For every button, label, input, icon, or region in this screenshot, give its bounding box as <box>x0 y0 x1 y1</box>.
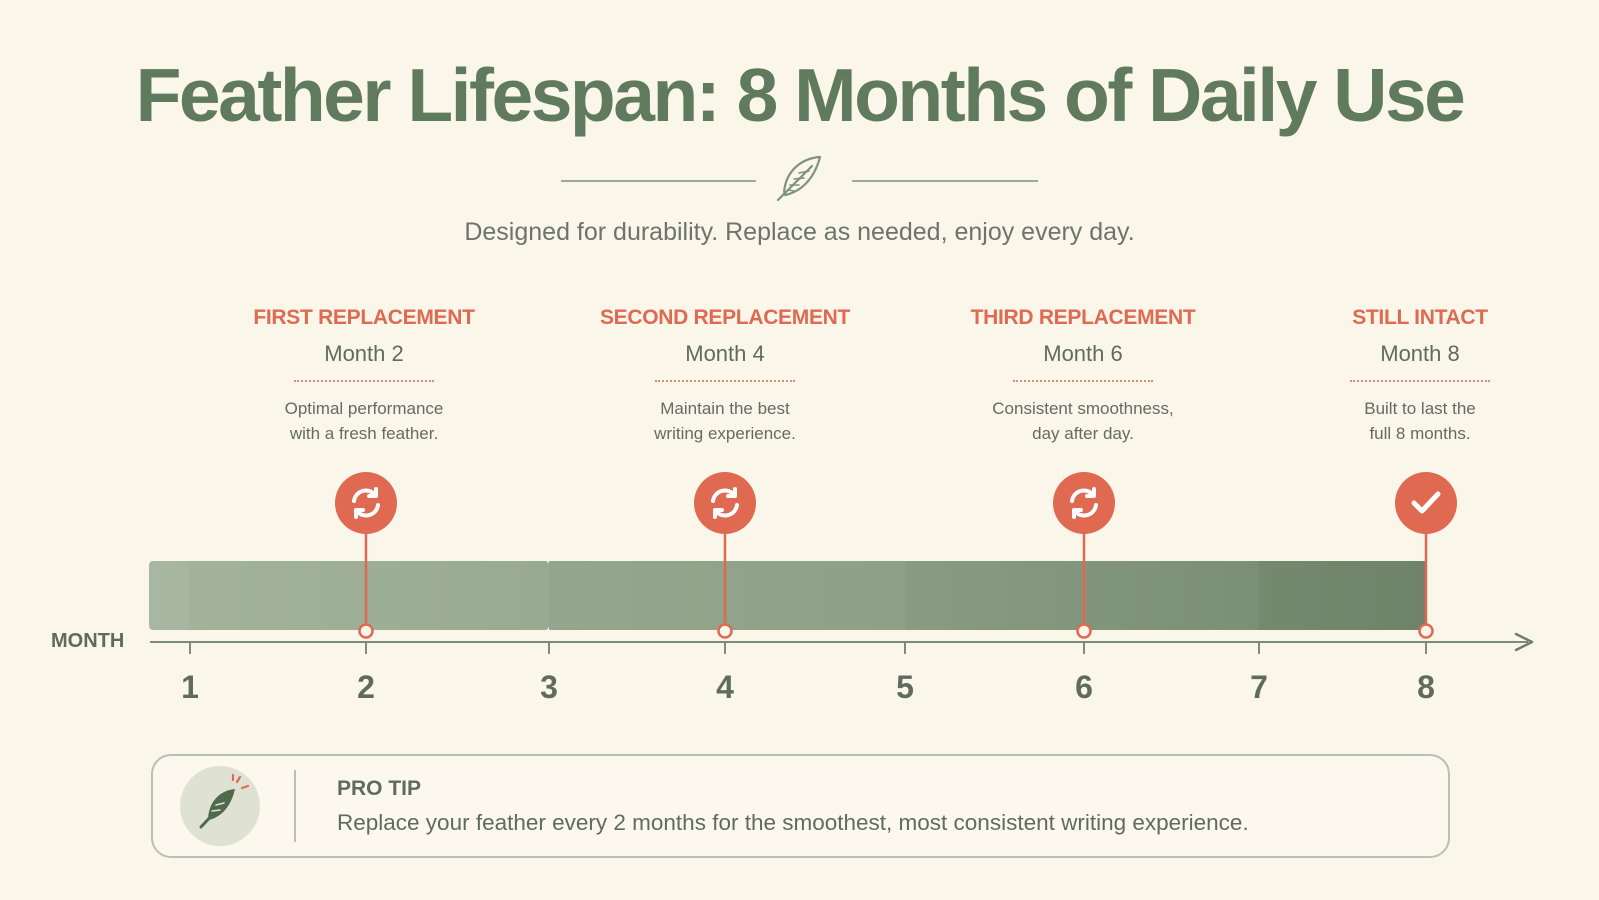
milestone-third: THIRD REPLACEMENT Month 6 Consistent smo… <box>953 304 1213 446</box>
feather-icon <box>180 766 260 846</box>
tip-text: Replace your feather every 2 months for … <box>337 810 1249 835</box>
milestone-fourth: STILL INTACT Month 8 Built to last the f… <box>1290 304 1550 446</box>
refresh-icon <box>352 487 380 519</box>
marker-badge <box>1395 472 1457 534</box>
check-icon <box>1411 491 1441 514</box>
milestone-divider <box>1350 380 1490 382</box>
milestone-label: FIRST REPLACEMENT <box>253 306 475 329</box>
axis-tick-label: 3 <box>540 669 558 705</box>
tip-title: PRO TIP <box>337 777 422 800</box>
timeline-bar-highlight <box>149 561 189 630</box>
milestone-first: FIRST REPLACEMENT Month 2 Optimal perfor… <box>234 304 494 446</box>
milestone-divider <box>294 380 434 382</box>
milestone-month: Month 4 <box>685 341 765 366</box>
marker-dot <box>1418 623 1434 639</box>
pro-tip-card: PRO TIP Replace your feather every 2 mon… <box>151 754 1450 858</box>
axis-tick-label: 7 <box>1250 669 1268 705</box>
subtitle: Designed for durability. Replace as need… <box>464 218 1135 246</box>
timeline-bar-segment <box>905 561 1259 630</box>
title-divider-left <box>561 180 756 182</box>
tip-separator <box>294 770 296 842</box>
milestone-description: Optimal performance with a fresh feather… <box>254 396 474 446</box>
milestone-second: SECOND REPLACEMENT Month 4 Maintain the … <box>595 304 855 446</box>
axis-tick-label: 5 <box>896 669 914 705</box>
milestone-description: Consistent smoothness, day after day. <box>973 396 1193 446</box>
milestone-description-line: Built to last the <box>1364 399 1476 418</box>
milestone-divider <box>655 380 795 382</box>
marker-dot <box>358 623 374 639</box>
axis-title: MONTH <box>51 630 125 652</box>
axis-tick-label: 4 <box>716 669 734 705</box>
feather-icon <box>776 155 822 202</box>
timeline-bar-segment <box>1259 561 1426 630</box>
milestone-description-line: writing experience. <box>654 424 796 443</box>
axis-arrow-icon <box>1514 632 1534 652</box>
milestone-description-line: Maintain the best <box>660 399 790 418</box>
timeline-bar-segment <box>149 561 549 630</box>
milestone-description-line: with a fresh feather. <box>289 424 439 443</box>
title-divider-right <box>852 180 1038 182</box>
timeline-chart: 1 2 3 4 5 6 7 8 <box>149 472 1534 705</box>
milestone-month: Month 8 <box>1380 341 1460 366</box>
milestone-divider <box>1013 380 1153 382</box>
milestone-description-line: full 8 months. <box>1369 424 1471 443</box>
refresh-icon <box>711 487 739 519</box>
milestone-label: THIRD REPLACEMENT <box>970 306 1196 329</box>
milestone-month: Month 6 <box>1043 341 1123 366</box>
milestone-description-line: day after day. <box>1032 424 1134 443</box>
milestone-marker <box>335 472 397 639</box>
marker-dot <box>717 623 733 639</box>
marker-badge <box>694 472 756 534</box>
milestone-label: STILL INTACT <box>1352 306 1488 329</box>
milestone-marker <box>1053 472 1115 639</box>
milestone-description: Built to last the full 8 months. <box>1310 396 1530 446</box>
refresh-icon <box>1070 487 1098 519</box>
milestone-month: Month 2 <box>324 341 404 366</box>
axis-tick-label: 6 <box>1075 669 1093 705</box>
marker-badge <box>335 472 397 534</box>
marker-dot <box>1076 623 1092 639</box>
milestone-description-line: Optimal performance <box>284 399 444 418</box>
milestone-marker <box>1395 472 1457 639</box>
milestone-marker <box>694 472 756 639</box>
page-title: Feather Lifespan: 8 Months of Daily Use <box>135 53 1466 137</box>
marker-badge <box>1053 472 1115 534</box>
axis-tick-label: 1 <box>181 669 199 705</box>
milestone-description: Maintain the best writing experience. <box>615 396 835 446</box>
timeline-bar-segment <box>549 561 905 630</box>
milestone-description-line: Consistent smoothness, <box>992 399 1174 418</box>
axis-tick-label: 8 <box>1417 669 1435 705</box>
axis-tick-label: 2 <box>357 669 375 705</box>
milestone-label: SECOND REPLACEMENT <box>599 306 851 329</box>
tip-icon-badge <box>179 765 261 847</box>
